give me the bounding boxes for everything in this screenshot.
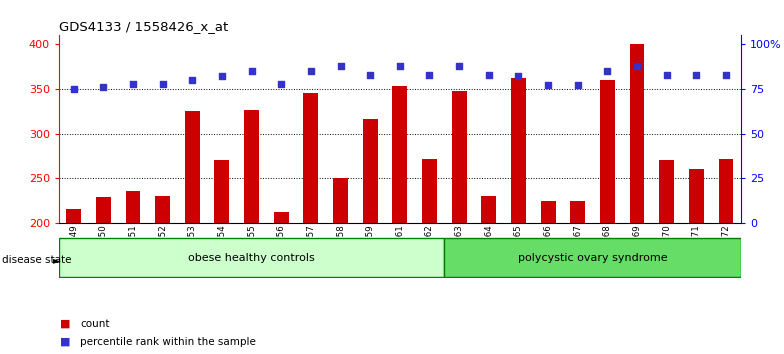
Bar bbox=[363, 119, 378, 223]
Point bbox=[572, 82, 584, 88]
Bar bbox=[570, 201, 585, 223]
Point bbox=[186, 77, 198, 83]
Point bbox=[364, 72, 376, 78]
Text: percentile rank within the sample: percentile rank within the sample bbox=[80, 337, 256, 347]
Text: ►: ► bbox=[53, 255, 61, 265]
Point bbox=[127, 81, 140, 86]
Bar bbox=[481, 196, 496, 223]
Text: count: count bbox=[80, 319, 110, 329]
Point bbox=[453, 63, 466, 69]
Point bbox=[97, 84, 110, 90]
Bar bbox=[66, 209, 81, 223]
Bar bbox=[393, 86, 407, 223]
Point bbox=[542, 82, 554, 88]
Text: obese healthy controls: obese healthy controls bbox=[188, 252, 315, 263]
Bar bbox=[719, 159, 734, 223]
Point bbox=[245, 68, 258, 74]
Bar bbox=[333, 178, 348, 223]
Bar bbox=[452, 91, 466, 223]
Point bbox=[660, 72, 673, 78]
Text: GDS4133 / 1558426_x_at: GDS4133 / 1558426_x_at bbox=[59, 20, 228, 33]
Bar bbox=[244, 109, 259, 223]
Point bbox=[275, 81, 288, 86]
Point bbox=[631, 63, 644, 69]
Bar bbox=[659, 160, 674, 223]
Point bbox=[305, 68, 318, 74]
Bar bbox=[303, 93, 318, 223]
Bar bbox=[511, 78, 526, 223]
Bar bbox=[630, 44, 644, 223]
Point bbox=[423, 72, 436, 78]
Point bbox=[601, 68, 614, 74]
Bar bbox=[155, 196, 170, 223]
Bar bbox=[689, 170, 704, 223]
FancyBboxPatch shape bbox=[59, 238, 445, 277]
Text: polycystic ovary syndrome: polycystic ovary syndrome bbox=[517, 252, 667, 263]
Point bbox=[482, 72, 495, 78]
Bar bbox=[600, 80, 615, 223]
Bar bbox=[541, 201, 556, 223]
Point bbox=[512, 74, 524, 79]
Point bbox=[334, 63, 347, 69]
Text: disease state: disease state bbox=[2, 255, 71, 265]
Bar bbox=[125, 191, 140, 223]
FancyBboxPatch shape bbox=[445, 238, 741, 277]
Point bbox=[720, 72, 732, 78]
Bar bbox=[422, 159, 437, 223]
Point bbox=[216, 74, 228, 79]
Text: ■: ■ bbox=[60, 337, 71, 347]
Bar bbox=[274, 212, 289, 223]
Point bbox=[67, 86, 80, 92]
Bar bbox=[96, 197, 111, 223]
Text: ■: ■ bbox=[60, 319, 71, 329]
Bar bbox=[185, 112, 200, 223]
Point bbox=[394, 63, 406, 69]
Bar bbox=[215, 160, 229, 223]
Point bbox=[156, 81, 169, 86]
Point bbox=[690, 72, 702, 78]
